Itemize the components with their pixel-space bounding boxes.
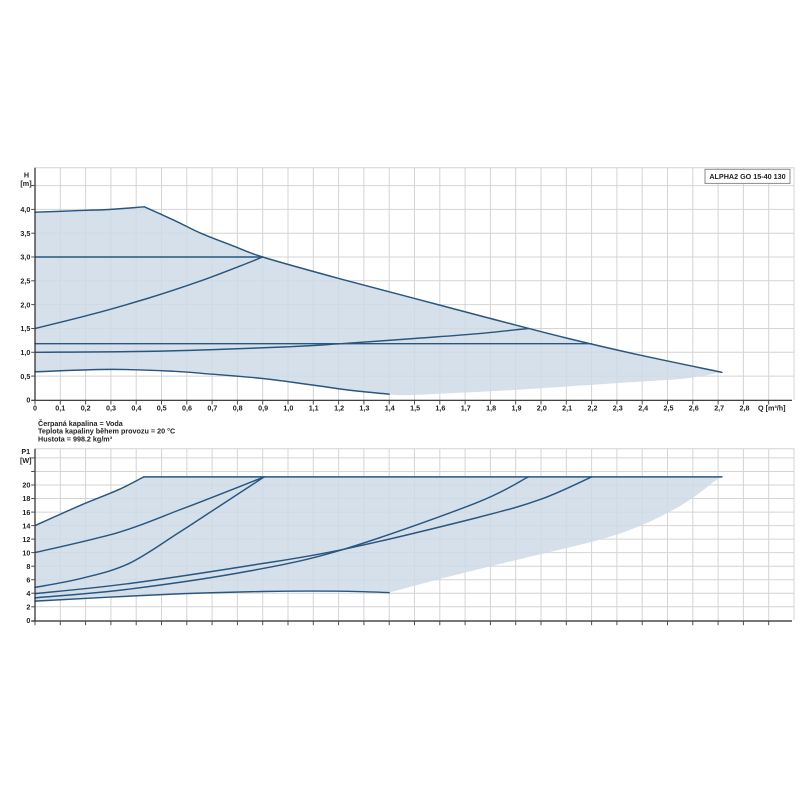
- svg-text:1,6: 1,6: [435, 403, 445, 412]
- svg-text:1,0: 1,0: [283, 403, 293, 412]
- svg-text:2,3: 2,3: [613, 403, 623, 412]
- svg-text:3,0: 3,0: [20, 253, 30, 262]
- svg-text:10: 10: [22, 548, 30, 557]
- svg-text:4,0: 4,0: [20, 205, 30, 214]
- svg-text:2,4: 2,4: [638, 403, 648, 412]
- svg-text:ALPHA2 GO 15-40 130: ALPHA2 GO 15-40 130: [709, 172, 785, 181]
- svg-text:[W]: [W]: [20, 456, 32, 465]
- svg-text:2: 2: [26, 603, 30, 612]
- svg-text:P1: P1: [21, 447, 30, 456]
- svg-text:14: 14: [22, 521, 30, 530]
- svg-text:1,2: 1,2: [334, 403, 344, 412]
- svg-text:1,5: 1,5: [410, 403, 420, 412]
- svg-text:Hustota = 998.2 kg/m³: Hustota = 998.2 kg/m³: [38, 435, 113, 444]
- svg-text:2,7: 2,7: [714, 403, 724, 412]
- svg-text:0: 0: [33, 403, 37, 412]
- svg-text:1,1: 1,1: [309, 403, 319, 412]
- svg-text:0,3: 0,3: [106, 403, 116, 412]
- svg-text:0,8: 0,8: [233, 403, 243, 412]
- svg-text:1,8: 1,8: [486, 403, 496, 412]
- svg-text:2,5: 2,5: [20, 277, 30, 286]
- svg-text:1,0: 1,0: [20, 348, 30, 357]
- svg-text:1,4: 1,4: [385, 403, 395, 412]
- svg-text:0,2: 0,2: [81, 403, 91, 412]
- svg-text:2,1: 2,1: [562, 403, 572, 412]
- svg-text:2,8: 2,8: [740, 403, 750, 412]
- svg-text:0,9: 0,9: [258, 403, 268, 412]
- svg-text:6: 6: [26, 575, 30, 584]
- svg-text:2,6: 2,6: [689, 403, 699, 412]
- svg-text:0,1: 0,1: [55, 403, 65, 412]
- svg-text:Teplota kapaliny během provozu: Teplota kapaliny během provozu = 20 °C: [38, 427, 175, 436]
- svg-text:0,7: 0,7: [207, 403, 217, 412]
- svg-text:Čerpaná kapalina = Voda: Čerpaná kapalina = Voda: [38, 419, 124, 428]
- svg-text:2,0: 2,0: [20, 300, 30, 309]
- svg-text:1,9: 1,9: [512, 403, 522, 412]
- svg-text:8: 8: [26, 562, 30, 571]
- svg-text:2,5: 2,5: [664, 403, 674, 412]
- svg-text:H: H: [24, 171, 29, 180]
- svg-text:0,6: 0,6: [182, 403, 192, 412]
- svg-text:20: 20: [22, 481, 30, 490]
- svg-text:2,2: 2,2: [588, 403, 598, 412]
- svg-text:[m]: [m]: [20, 179, 31, 188]
- svg-text:16: 16: [22, 508, 30, 517]
- svg-text:0,5: 0,5: [20, 372, 30, 381]
- svg-text:0,4: 0,4: [131, 403, 141, 412]
- svg-text:1,3: 1,3: [359, 403, 369, 412]
- svg-text:Q [m³/h]: Q [m³/h]: [758, 403, 786, 412]
- svg-text:0,5: 0,5: [157, 403, 167, 412]
- svg-text:4: 4: [26, 589, 30, 598]
- svg-text:1,7: 1,7: [461, 403, 471, 412]
- svg-text:12: 12: [22, 535, 30, 544]
- svg-text:2,0: 2,0: [537, 403, 547, 412]
- svg-text:18: 18: [22, 494, 30, 503]
- svg-text:3,5: 3,5: [20, 229, 30, 238]
- svg-text:0: 0: [26, 396, 30, 405]
- svg-text:0: 0: [26, 616, 30, 625]
- svg-text:1,5: 1,5: [20, 324, 30, 333]
